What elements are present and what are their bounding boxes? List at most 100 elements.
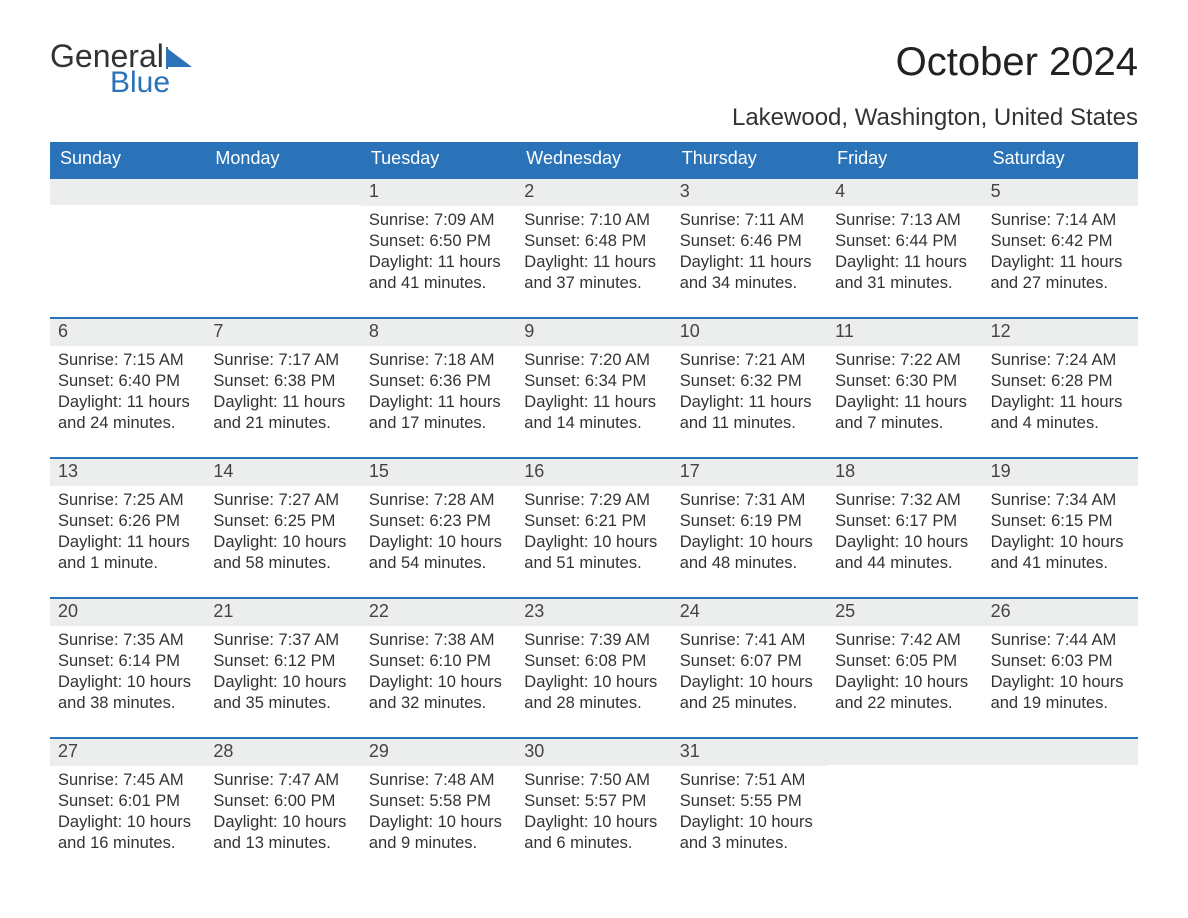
daylight-line-1: Daylight: 10 hours xyxy=(835,672,974,693)
day-number xyxy=(983,739,1138,765)
sunrise-line: Sunrise: 7:27 AM xyxy=(213,490,352,511)
daylight-line-1: Daylight: 10 hours xyxy=(991,672,1130,693)
day-details: Sunrise: 7:38 AMSunset: 6:10 PMDaylight:… xyxy=(361,626,516,730)
sunset-line: Sunset: 6:46 PM xyxy=(680,231,819,252)
day-details: Sunrise: 7:24 AMSunset: 6:28 PMDaylight:… xyxy=(983,346,1138,450)
daylight-line-2: and 35 minutes. xyxy=(213,693,352,714)
daylight-line-1: Daylight: 11 hours xyxy=(991,392,1130,413)
day-number: 20 xyxy=(50,599,205,626)
sunrise-line: Sunrise: 7:21 AM xyxy=(680,350,819,371)
sunset-line: Sunset: 6:01 PM xyxy=(58,791,197,812)
daylight-line-2: and 6 minutes. xyxy=(524,833,663,854)
day-details: Sunrise: 7:22 AMSunset: 6:30 PMDaylight:… xyxy=(827,346,982,450)
day-details: Sunrise: 7:44 AMSunset: 6:03 PMDaylight:… xyxy=(983,626,1138,730)
daylight-line-2: and 48 minutes. xyxy=(680,553,819,574)
day-number: 29 xyxy=(361,739,516,766)
sunset-line: Sunset: 6:26 PM xyxy=(58,511,197,532)
daylight-line-2: and 51 minutes. xyxy=(524,553,663,574)
brand-logo: General Blue xyxy=(50,40,194,98)
weekday-label: Monday xyxy=(205,142,360,177)
sunset-line: Sunset: 6:38 PM xyxy=(213,371,352,392)
daylight-line-2: and 44 minutes. xyxy=(835,553,974,574)
weekday-label: Sunday xyxy=(50,142,205,177)
day-number: 27 xyxy=(50,739,205,766)
day-details: Sunrise: 7:35 AMSunset: 6:14 PMDaylight:… xyxy=(50,626,205,730)
daylight-line-2: and 41 minutes. xyxy=(369,273,508,294)
calendar-day: 14Sunrise: 7:27 AMSunset: 6:25 PMDayligh… xyxy=(205,459,360,597)
day-number: 7 xyxy=(205,319,360,346)
sunrise-line: Sunrise: 7:20 AM xyxy=(524,350,663,371)
daylight-line-1: Daylight: 10 hours xyxy=(835,532,974,553)
daylight-line-1: Daylight: 11 hours xyxy=(213,392,352,413)
day-details: Sunrise: 7:29 AMSunset: 6:21 PMDaylight:… xyxy=(516,486,671,590)
weekday-label: Saturday xyxy=(983,142,1138,177)
sunset-line: Sunset: 6:42 PM xyxy=(991,231,1130,252)
calendar-day: 8Sunrise: 7:18 AMSunset: 6:36 PMDaylight… xyxy=(361,319,516,457)
weeks-container: 1Sunrise: 7:09 AMSunset: 6:50 PMDaylight… xyxy=(50,177,1138,877)
day-details: Sunrise: 7:41 AMSunset: 6:07 PMDaylight:… xyxy=(672,626,827,730)
daylight-line-1: Daylight: 10 hours xyxy=(524,672,663,693)
daylight-line-2: and 9 minutes. xyxy=(369,833,508,854)
daylight-line-1: Daylight: 10 hours xyxy=(680,672,819,693)
day-number: 4 xyxy=(827,179,982,206)
calendar-day: 30Sunrise: 7:50 AMSunset: 5:57 PMDayligh… xyxy=(516,739,671,877)
sunset-line: Sunset: 5:55 PM xyxy=(680,791,819,812)
sunset-line: Sunset: 6:07 PM xyxy=(680,651,819,672)
sunset-line: Sunset: 6:17 PM xyxy=(835,511,974,532)
sunrise-line: Sunrise: 7:25 AM xyxy=(58,490,197,511)
day-details: Sunrise: 7:31 AMSunset: 6:19 PMDaylight:… xyxy=(672,486,827,590)
sunrise-line: Sunrise: 7:15 AM xyxy=(58,350,197,371)
daylight-line-2: and 32 minutes. xyxy=(369,693,508,714)
daylight-line-2: and 21 minutes. xyxy=(213,413,352,434)
calendar-day: 2Sunrise: 7:10 AMSunset: 6:48 PMDaylight… xyxy=(516,179,671,317)
calendar-day: 24Sunrise: 7:41 AMSunset: 6:07 PMDayligh… xyxy=(672,599,827,737)
sunrise-line: Sunrise: 7:37 AM xyxy=(213,630,352,651)
sunset-line: Sunset: 6:44 PM xyxy=(835,231,974,252)
calendar-day: 22Sunrise: 7:38 AMSunset: 6:10 PMDayligh… xyxy=(361,599,516,737)
daylight-line-1: Daylight: 11 hours xyxy=(524,252,663,273)
sunrise-line: Sunrise: 7:42 AM xyxy=(835,630,974,651)
day-number: 2 xyxy=(516,179,671,206)
weekday-label: Friday xyxy=(827,142,982,177)
day-details: Sunrise: 7:27 AMSunset: 6:25 PMDaylight:… xyxy=(205,486,360,590)
sunrise-line: Sunrise: 7:41 AM xyxy=(680,630,819,651)
day-details: Sunrise: 7:37 AMSunset: 6:12 PMDaylight:… xyxy=(205,626,360,730)
sunset-line: Sunset: 6:12 PM xyxy=(213,651,352,672)
flag-icon xyxy=(166,47,194,69)
calendar-day: 21Sunrise: 7:37 AMSunset: 6:12 PMDayligh… xyxy=(205,599,360,737)
sunset-line: Sunset: 6:34 PM xyxy=(524,371,663,392)
day-number: 19 xyxy=(983,459,1138,486)
sunrise-line: Sunrise: 7:13 AM xyxy=(835,210,974,231)
calendar-day: 3Sunrise: 7:11 AMSunset: 6:46 PMDaylight… xyxy=(672,179,827,317)
month-title: October 2024 xyxy=(896,40,1138,85)
calendar: SundayMondayTuesdayWednesdayThursdayFrid… xyxy=(50,142,1138,877)
daylight-line-2: and 24 minutes. xyxy=(58,413,197,434)
sunrise-line: Sunrise: 7:44 AM xyxy=(991,630,1130,651)
day-details: Sunrise: 7:20 AMSunset: 6:34 PMDaylight:… xyxy=(516,346,671,450)
daylight-line-2: and 28 minutes. xyxy=(524,693,663,714)
daylight-line-1: Daylight: 10 hours xyxy=(680,812,819,833)
title-block: October 2024 xyxy=(896,40,1138,85)
calendar-day: 6Sunrise: 7:15 AMSunset: 6:40 PMDaylight… xyxy=(50,319,205,457)
daylight-line-1: Daylight: 11 hours xyxy=(991,252,1130,273)
weekday-label: Wednesday xyxy=(516,142,671,177)
calendar-day: 15Sunrise: 7:28 AMSunset: 6:23 PMDayligh… xyxy=(361,459,516,597)
calendar-day: 4Sunrise: 7:13 AMSunset: 6:44 PMDaylight… xyxy=(827,179,982,317)
day-details: Sunrise: 7:48 AMSunset: 5:58 PMDaylight:… xyxy=(361,766,516,870)
day-details: Sunrise: 7:25 AMSunset: 6:26 PMDaylight:… xyxy=(50,486,205,590)
header: General Blue October 2024 xyxy=(50,40,1138,98)
day-number: 16 xyxy=(516,459,671,486)
day-details: Sunrise: 7:10 AMSunset: 6:48 PMDaylight:… xyxy=(516,206,671,310)
sunrise-line: Sunrise: 7:18 AM xyxy=(369,350,508,371)
calendar-day: 31Sunrise: 7:51 AMSunset: 5:55 PMDayligh… xyxy=(672,739,827,877)
day-number: 15 xyxy=(361,459,516,486)
calendar-day xyxy=(50,179,205,317)
daylight-line-2: and 11 minutes. xyxy=(680,413,819,434)
calendar-day xyxy=(827,739,982,877)
calendar-day: 26Sunrise: 7:44 AMSunset: 6:03 PMDayligh… xyxy=(983,599,1138,737)
calendar-day: 25Sunrise: 7:42 AMSunset: 6:05 PMDayligh… xyxy=(827,599,982,737)
daylight-line-2: and 38 minutes. xyxy=(58,693,197,714)
day-number: 12 xyxy=(983,319,1138,346)
day-details: Sunrise: 7:17 AMSunset: 6:38 PMDaylight:… xyxy=(205,346,360,450)
calendar-day: 10Sunrise: 7:21 AMSunset: 6:32 PMDayligh… xyxy=(672,319,827,457)
